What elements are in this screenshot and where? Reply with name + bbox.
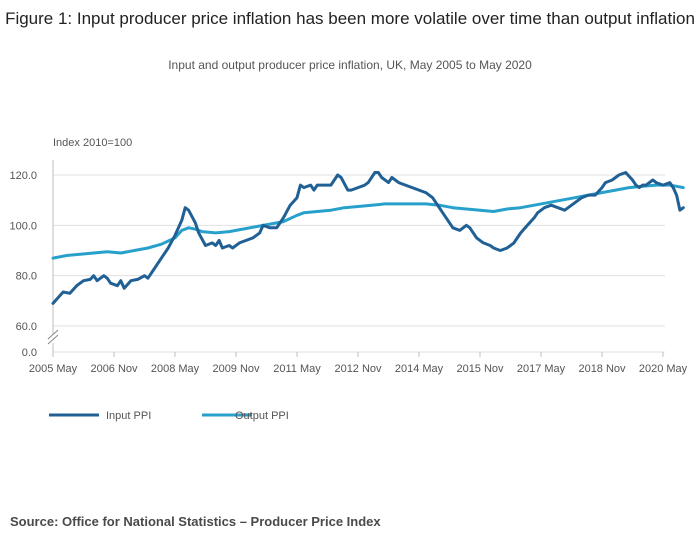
x-tick-label: 2011 May <box>273 363 321 375</box>
y-tick-label: 100.0 <box>9 220 37 232</box>
y-tick-label: 120.0 <box>9 170 37 182</box>
legend-label-2: Output PPI <box>235 410 289 422</box>
x-tick-label: 2009 Nov <box>212 363 260 375</box>
x-tick-label: 2017 May <box>517 363 566 375</box>
x-tick-label: 2006 Nov <box>90 363 138 375</box>
series-lines <box>51 171 685 305</box>
chart-title: Figure 1: Input producer price inflation… <box>5 9 695 28</box>
series-line-input-ppi <box>51 171 685 305</box>
y-tick-label: 60.0 <box>16 321 37 333</box>
legend-label-1: Input PPI <box>106 410 151 422</box>
y-axis-label: Index 2010=100 <box>53 137 132 149</box>
legend: Input PPI Output PPI <box>49 410 289 422</box>
x-tick-label: 2015 Nov <box>456 363 504 375</box>
gridlines <box>53 174 665 353</box>
y-tick-label: 0.0 <box>22 347 37 359</box>
chart-subtitle: Input and output producer price inflatio… <box>168 58 532 72</box>
x-tick-label: 2018 Nov <box>578 363 626 375</box>
x-tick-label: 2020 May <box>639 363 688 375</box>
x-axis: 2005 May 2006 Nov 2008 May 2009 Nov 2011 May… <box>29 352 688 375</box>
x-tick-label: 2005 May <box>29 363 78 375</box>
x-tick-label: 2012 Nov <box>334 363 382 375</box>
axis-break-icon <box>47 329 59 345</box>
y-tick-label: 80.0 <box>16 271 37 283</box>
x-tick-label: 2014 May <box>395 363 444 375</box>
y-axis: Index 2010=100 120.0 100.0 80.0 60.0 0.0 <box>9 137 132 359</box>
source-note: Source: Office for National Statistics –… <box>10 514 381 529</box>
x-tick-label: 2008 May <box>151 363 200 375</box>
